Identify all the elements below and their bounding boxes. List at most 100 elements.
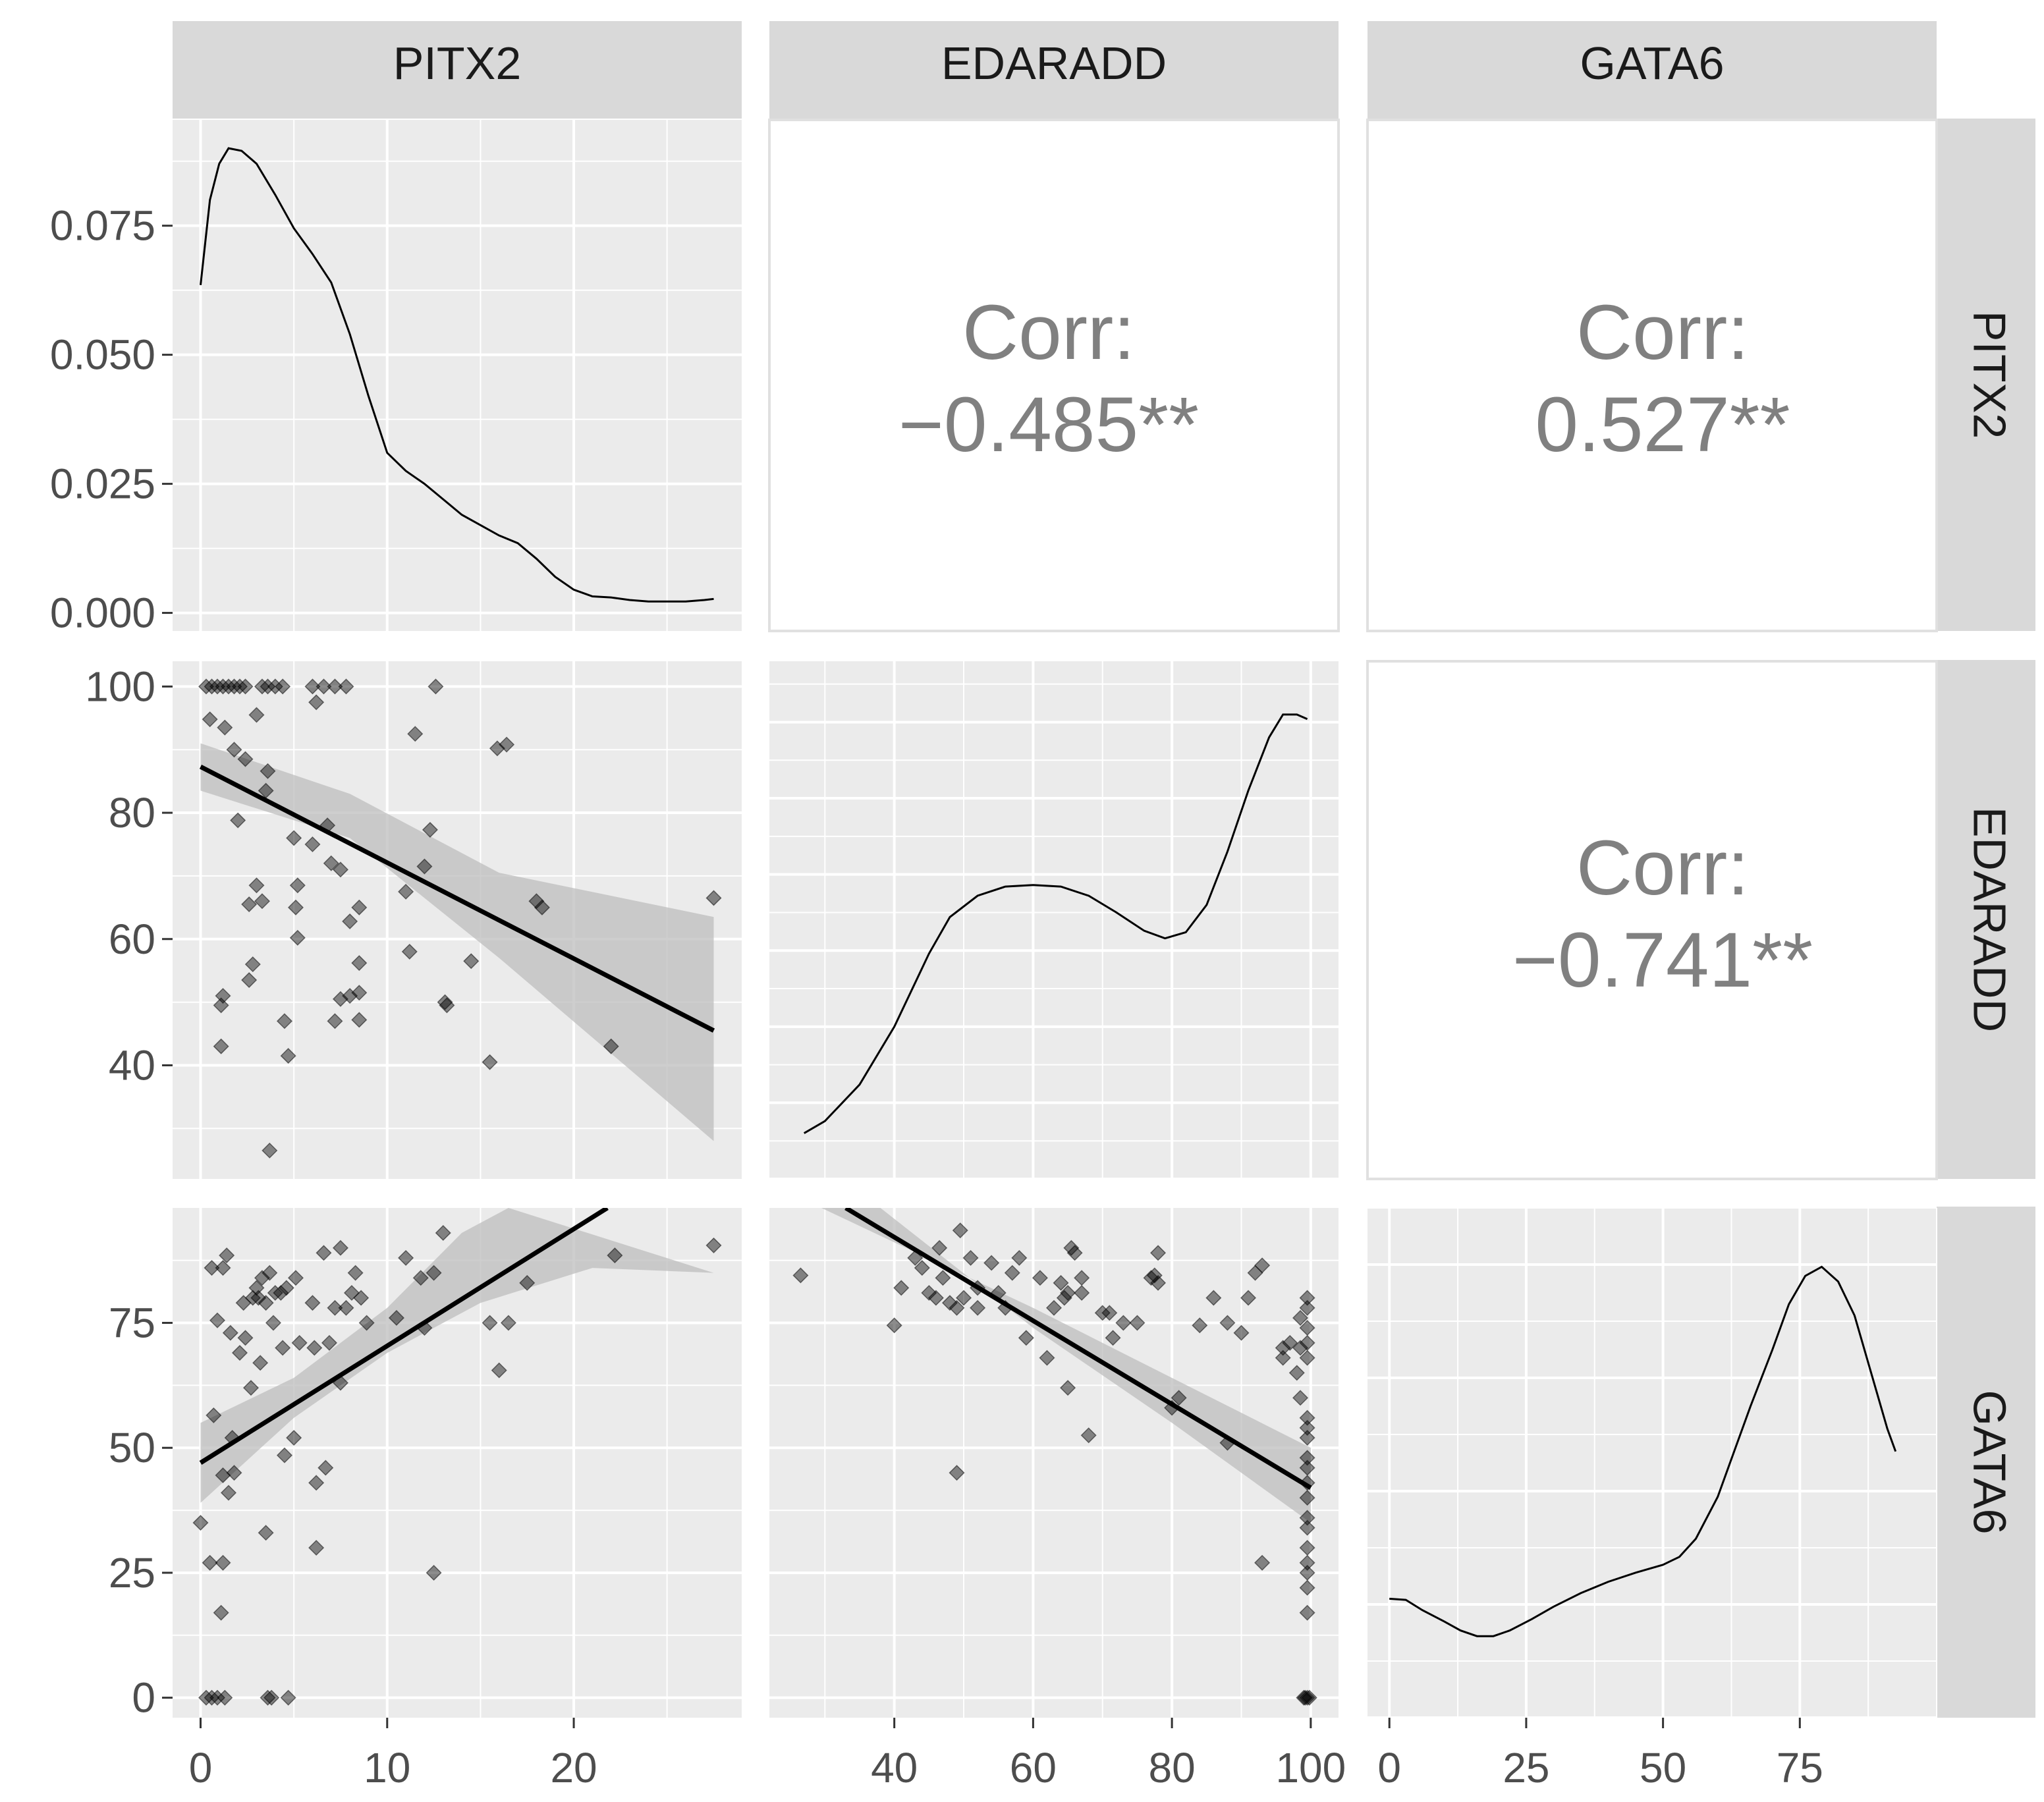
scatter-content [198, 678, 722, 1159]
data-point [286, 1429, 302, 1446]
data-point [289, 877, 306, 894]
data-point [304, 1295, 321, 1311]
data-point [412, 1270, 429, 1286]
data-point [941, 1295, 958, 1311]
x-tick-label: 25 [1503, 1744, 1549, 1791]
data-point [949, 1299, 965, 1316]
data-point [1299, 1350, 1315, 1366]
data-point [308, 694, 325, 711]
data-point [209, 678, 226, 695]
data-point [327, 678, 343, 695]
data-point [491, 1362, 507, 1379]
data-point [1301, 1689, 1317, 1706]
data-point [258, 1525, 274, 1541]
data-point [962, 1249, 979, 1266]
data-point [358, 1315, 375, 1331]
data-point [1299, 1510, 1315, 1526]
data-point [244, 1290, 261, 1306]
data-point [528, 893, 545, 910]
data-point [198, 678, 215, 695]
data-point [351, 955, 368, 971]
y-tick-label: 100 [85, 663, 155, 710]
data-point [407, 726, 424, 742]
data-point [248, 877, 265, 894]
corr-value: −0.741** [1512, 917, 1813, 1004]
data-point [1254, 1554, 1271, 1571]
data-point [230, 812, 246, 829]
x-tick-label: 50 [1640, 1744, 1686, 1791]
data-point [222, 1324, 238, 1341]
data-point [287, 1270, 304, 1286]
data-point [220, 1485, 237, 1501]
data-point [983, 1255, 1000, 1271]
data-point [1143, 1270, 1159, 1286]
data-point [439, 997, 455, 1014]
data-point [401, 943, 418, 960]
data-point [219, 1247, 235, 1264]
data-point [422, 821, 438, 838]
x-axis-gata6: 0 25 50 75 [1377, 1718, 1823, 1791]
data-point [1063, 1240, 1080, 1256]
regression-line [199, 1208, 609, 1465]
data-point [952, 1222, 968, 1239]
data-point [215, 678, 231, 695]
data-point [213, 1038, 229, 1054]
data-point [204, 678, 220, 695]
data-point [705, 890, 722, 906]
scatter-content [792, 1208, 1317, 1706]
data-point [1292, 1390, 1309, 1406]
data-point [192, 1514, 209, 1531]
data-point [1219, 1315, 1236, 1331]
data-point [705, 1237, 722, 1253]
data-point [1039, 1350, 1055, 1366]
corr-value: −0.485** [898, 381, 1199, 468]
column-strip-label: EDARADD [941, 38, 1167, 89]
data-point [886, 1317, 902, 1334]
data-point [1275, 1340, 1291, 1356]
data-point [213, 997, 229, 1014]
data-point [316, 678, 332, 695]
data-point [275, 1340, 291, 1356]
data-point [1299, 1554, 1315, 1571]
data-point [254, 893, 271, 910]
data-point [1299, 1450, 1315, 1466]
data-point [1115, 1315, 1132, 1331]
data-point [287, 899, 304, 915]
y-axis-pitx2: 0.000 0.025 0.050 0.075 [50, 202, 173, 637]
data-point [1299, 1519, 1315, 1536]
data-point [220, 678, 237, 695]
data-point [1146, 1267, 1163, 1284]
data-point [482, 1054, 498, 1070]
x-tick-label: 0 [189, 1744, 213, 1791]
data-point [280, 1048, 296, 1064]
data-point [202, 1554, 218, 1571]
data-point [1205, 1290, 1222, 1306]
y-tick-label: 80 [109, 789, 155, 836]
data-point [1060, 1284, 1076, 1301]
row-strip-pitx2: PITX2 [1937, 119, 2035, 631]
data-point [278, 1280, 294, 1296]
data-point [237, 1330, 254, 1346]
y-tick-label: 50 [109, 1424, 155, 1471]
data-point [1299, 1409, 1315, 1426]
data-point [1060, 1380, 1076, 1396]
x-tick-label: 10 [364, 1744, 410, 1791]
x-tick-label: 40 [871, 1744, 918, 1791]
data-point [1299, 1290, 1315, 1306]
data-point [1056, 1290, 1072, 1306]
data-point [304, 836, 321, 853]
data-point [226, 742, 242, 758]
y-tick-label: 0.050 [50, 331, 155, 379]
data-point [342, 913, 358, 929]
x-tick-label: 100 [1275, 1744, 1346, 1791]
data-point [241, 896, 258, 913]
data-point [275, 678, 291, 695]
data-point [1299, 1604, 1315, 1621]
axes: 0 10 20 40 60 80 100 0 25 50 75 0.000 0.025 0.050 0.07… [50, 202, 1823, 1791]
corr-label: Corr: [962, 289, 1135, 376]
data-point [1105, 1330, 1121, 1346]
data-point [286, 830, 302, 846]
data-point [198, 1689, 215, 1706]
data-point [237, 751, 254, 767]
data-point [263, 1689, 280, 1706]
